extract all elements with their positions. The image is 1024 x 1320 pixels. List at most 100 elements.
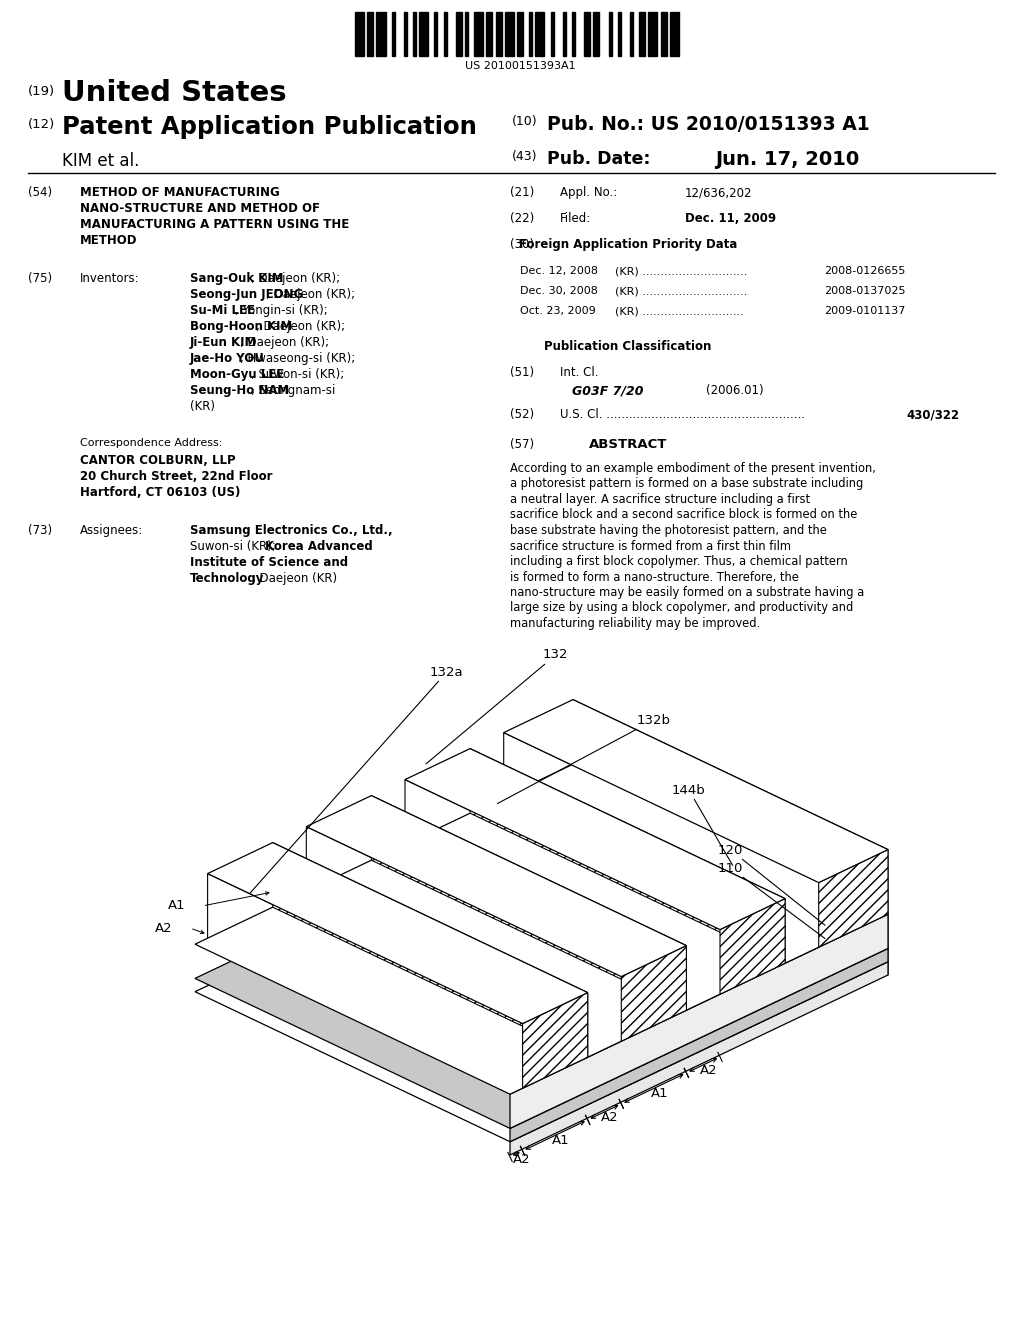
Bar (391, 12, 394, 55)
Text: 2009-0101137: 2009-0101137 (824, 306, 905, 315)
Text: a neutral layer. A sacrifice structure including a first: a neutral layer. A sacrifice structure i… (510, 492, 810, 506)
Polygon shape (470, 748, 785, 964)
Text: (51): (51) (510, 366, 535, 379)
Bar (648, 12, 657, 55)
Text: Bong-Hoon KIM: Bong-Hoon KIM (190, 319, 292, 333)
Bar (551, 12, 554, 55)
Bar (486, 12, 493, 55)
Text: A2: A2 (156, 921, 173, 935)
Bar (434, 12, 437, 55)
Text: METHOD: METHOD (80, 234, 137, 247)
Text: (KR) .............................: (KR) ............................. (615, 267, 748, 276)
Text: A2: A2 (513, 1152, 530, 1166)
Text: (22): (22) (510, 213, 535, 224)
Bar (660, 12, 667, 55)
Bar (563, 12, 566, 55)
Text: Seung-Ho NAM: Seung-Ho NAM (190, 384, 289, 397)
Text: Pub. No.: US 2010/0151393 A1: Pub. No.: US 2010/0151393 A1 (547, 115, 869, 135)
Text: including a first block copolymer. Thus, a chemical pattern: including a first block copolymer. Thus,… (510, 554, 848, 568)
Text: manufacturing reliability may be improved.: manufacturing reliability may be improve… (510, 616, 760, 630)
Polygon shape (622, 945, 686, 1041)
Text: 144b: 144b (672, 784, 732, 866)
Polygon shape (272, 842, 588, 1057)
Bar (630, 12, 633, 55)
Bar (496, 12, 502, 55)
Text: United States: United States (62, 79, 287, 107)
Text: (52): (52) (510, 408, 535, 421)
Text: (30): (30) (510, 238, 534, 251)
Bar (584, 12, 590, 55)
Text: is formed to form a nano-structure. Therefore, the: is formed to form a nano-structure. Ther… (510, 570, 799, 583)
Polygon shape (522, 993, 588, 1088)
Text: (73): (73) (28, 524, 52, 537)
Polygon shape (510, 948, 888, 1142)
Text: Correspondence Address:: Correspondence Address: (80, 438, 222, 447)
Text: A1: A1 (168, 899, 185, 912)
Text: Institute of Science and: Institute of Science and (190, 556, 348, 569)
Text: Ji-Eun KIM: Ji-Eun KIM (190, 337, 257, 348)
Bar (593, 12, 599, 55)
Text: 132: 132 (426, 648, 568, 764)
Text: , Hwaseong-si (KR);: , Hwaseong-si (KR); (241, 352, 355, 366)
Text: (KR) ............................: (KR) ............................ (615, 306, 743, 315)
Bar (529, 12, 532, 55)
Text: G03F 7/20: G03F 7/20 (572, 384, 643, 397)
Polygon shape (573, 700, 888, 915)
Text: Filed:: Filed: (560, 213, 591, 224)
Text: Dec. 11, 2009: Dec. 11, 2009 (685, 213, 776, 224)
Text: Jun. 17, 2010: Jun. 17, 2010 (715, 150, 859, 169)
Text: Su-Mi LEE: Su-Mi LEE (190, 304, 255, 317)
Text: Moon-Gyu LEE: Moon-Gyu LEE (190, 368, 285, 381)
Text: large size by using a block copolymer, and productivity and: large size by using a block copolymer, a… (510, 602, 853, 615)
Polygon shape (510, 962, 888, 1155)
Text: Appl. No.:: Appl. No.: (560, 186, 617, 199)
Text: Inventors:: Inventors: (80, 272, 139, 285)
Text: nano-structure may be easily formed on a substrate having a: nano-structure may be easily formed on a… (510, 586, 864, 599)
Polygon shape (195, 812, 888, 1142)
Bar (403, 12, 407, 55)
Text: Dec. 30, 2008: Dec. 30, 2008 (520, 286, 598, 296)
Text: , Daejeon (KR);: , Daejeon (KR); (256, 319, 345, 333)
Bar (572, 12, 575, 55)
Text: Foreign Application Priority Data: Foreign Application Priority Data (519, 238, 737, 251)
Text: Publication Classification: Publication Classification (545, 341, 712, 352)
Text: (12): (12) (28, 117, 55, 131)
Polygon shape (208, 842, 588, 1023)
Text: NANO-STRUCTURE AND METHOD OF: NANO-STRUCTURE AND METHOD OF (80, 202, 319, 215)
Text: sacrifice structure is formed from a first thin film: sacrifice structure is formed from a fir… (510, 540, 791, 553)
Text: Jae-Ho YOU: Jae-Ho YOU (190, 352, 265, 366)
Text: 132a: 132a (250, 665, 464, 894)
Polygon shape (510, 915, 888, 1129)
Text: Seong-Jun JEONG: Seong-Jun JEONG (190, 288, 303, 301)
Text: , Daejeon (KR): , Daejeon (KR) (252, 572, 337, 585)
Text: (KR) .............................: (KR) ............................. (615, 286, 748, 296)
Bar (617, 12, 621, 55)
Text: 2008-0126655: 2008-0126655 (824, 267, 905, 276)
Text: 430/322: 430/322 (906, 408, 959, 421)
Text: 2008-0137025: 2008-0137025 (824, 286, 905, 296)
Polygon shape (504, 733, 819, 948)
Text: sacrifice block and a second sacrifice block is formed on the: sacrifice block and a second sacrifice b… (510, 508, 857, 521)
Bar (465, 12, 468, 55)
Text: Technology: Technology (190, 572, 264, 585)
Polygon shape (686, 985, 720, 1010)
Bar (419, 12, 428, 55)
Bar (355, 12, 365, 55)
Text: Hartford, CT 06103 (US): Hartford, CT 06103 (US) (80, 486, 241, 499)
Polygon shape (406, 780, 720, 994)
Text: Korea Advanced: Korea Advanced (265, 540, 373, 553)
Text: Oct. 23, 2009: Oct. 23, 2009 (520, 306, 596, 315)
Polygon shape (504, 700, 888, 883)
Text: (75): (75) (28, 272, 52, 285)
Polygon shape (573, 764, 888, 948)
Text: Assignees:: Assignees: (80, 524, 143, 537)
Text: According to an example embodiment of the present invention,: According to an example embodiment of th… (510, 462, 876, 475)
Polygon shape (372, 796, 686, 1010)
Polygon shape (306, 826, 622, 1041)
Text: , Daejeon (KR);: , Daejeon (KR); (266, 288, 355, 301)
Polygon shape (588, 1032, 622, 1057)
Text: MANUFACTURING A PATTERN USING THE: MANUFACTURING A PATTERN USING THE (80, 218, 349, 231)
Polygon shape (573, 799, 888, 962)
Text: CANTOR COLBURN, LLP: CANTOR COLBURN, LLP (80, 454, 236, 467)
Bar (517, 12, 523, 55)
